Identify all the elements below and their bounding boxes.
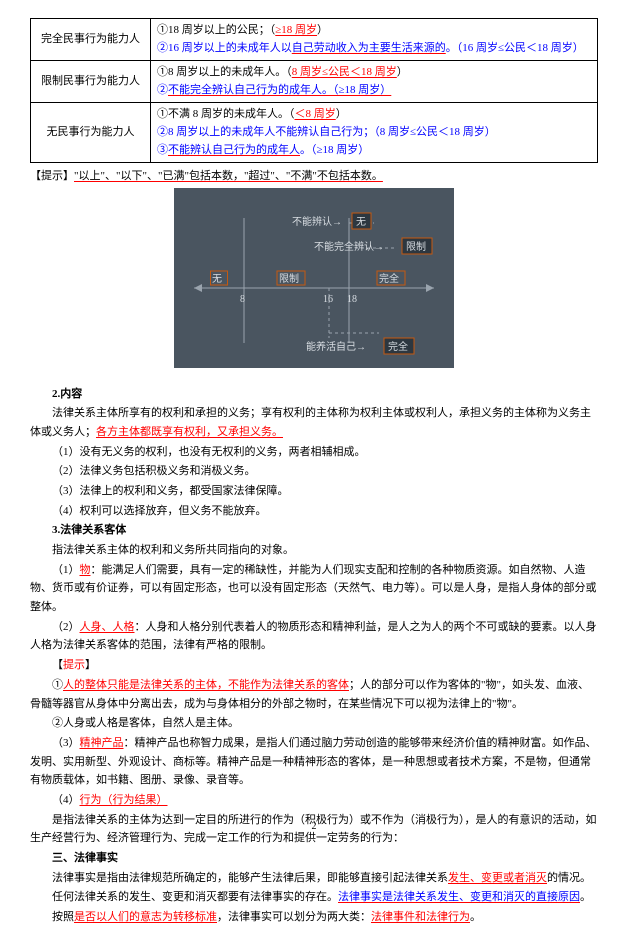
svg-text:16: 16 (323, 294, 333, 305)
sec4-p3: 按照是否以人们的意志为转移标准，法律事实可以划分为两大类：法律事件和法律行为。 (30, 908, 598, 927)
table-row-label: 限制民事行为能力人 (31, 61, 151, 103)
sec3-li1: （1）物：能满足人们需要，具有一定的稀缺性，并能为人们现实支配和控制的各种物质资… (30, 561, 598, 617)
sec3-p1: 指法律关系主体的权利和义务所共同指向的对象。 (30, 541, 598, 560)
diagram-container: 81618无限制完全不能辨认→无不能完全辨认→限制能养活自己→完全 (30, 188, 598, 375)
page-number: 2 (0, 818, 628, 835)
sec4-p2-c: 。 (580, 891, 591, 903)
tip2-li1: ①人的整体只能是法律关系的主体，不能作为法律关系的客体；人的部分可以作为客体的"… (30, 676, 598, 713)
svg-text:不能完全辨认→: 不能完全辨认→ (314, 240, 384, 253)
svg-text:能养活自己→: 能养活自己→ (306, 340, 366, 353)
table-row-content: ①18 周岁以上的公民；（≥18 周岁）②16 周岁以上的未成年人以自己劳动收入… (151, 19, 598, 61)
table-row-content: ①8 周岁以上的未成年人。（8 周岁≤公民＜18 周岁）②不能完全辨认自己行为的… (151, 61, 598, 103)
sec3-li1-c: ：能满足人们需要，具有一定的稀缺性，并能为人们现实支配和控制的各种物质资源。如自… (30, 564, 597, 613)
section-2-p1: 法律关系主体所享有的权利和承担的义务；享有权利的主体称为权利主体或权利人，承担义… (30, 404, 598, 441)
svg-text:完全: 完全 (388, 340, 408, 353)
tip-1-body: "以上"、"以下"、"已满"包括本数，"超过"、"不满"不包括本数。 (74, 170, 383, 182)
sec2-li2: （2）法律义务包括积极义务和消极义务。 (30, 462, 598, 481)
svg-text:限制: 限制 (279, 272, 299, 285)
table-row-content: ①不满 8 周岁的未成年人。（＜8 周岁）②8 周岁以上的未成年人不能辨认自己行… (151, 103, 598, 163)
svg-text:8: 8 (240, 294, 245, 305)
sec3-li4-b: 行为（行为结果） (80, 794, 168, 806)
tip2-suf: 】 (85, 659, 96, 671)
tip2-li1-a: ① (52, 679, 63, 691)
tip2-li1-b: 人的整体只能是法律关系的主体，不能作为法律关系的客体 (63, 679, 349, 691)
sec4-p1-b: 发生、变更或者消灭 (448, 872, 547, 884)
tip2-li2: ②人身或人格是客体，自然人是主体。 (30, 714, 598, 733)
sec4-p1: 法律事实是指由法律规范所确定的，能够产生法律后果，即能够直接引起法律关系发生、变… (30, 869, 598, 888)
sec4-p2-b: 法律事实是法律关系发生、变更和消灭的直接原因 (338, 891, 580, 903)
sec4-p2: 任何法律关系的发生、变更和消灭都要有法律事实的存在。法律事实是法律关系发生、变更… (30, 888, 598, 907)
capacity-table: 完全民事行为能力人①18 周岁以上的公民；（≥18 周岁）②16 周岁以上的未成… (30, 18, 598, 163)
sec3-li4: （4）行为（行为结果） (30, 791, 598, 810)
sec2-li3: （3）法律上的权利和义务，都受国家法律保障。 (30, 482, 598, 501)
tip-1: 【提示】"以上"、"以下"、"已满"包括本数，"超过"、"不满"不包括本数。 (30, 167, 598, 186)
sec4-p3-b: 是否以人们的意志为转移标准 (74, 911, 217, 923)
table-row-label: 无民事行为能力人 (31, 103, 151, 163)
tip-2: 【提示】 (30, 656, 598, 675)
tip2-pre: 【 (52, 659, 63, 671)
table-row-label: 完全民事行为能力人 (31, 19, 151, 61)
sec2-li1: （1）没有无义务的权利，也没有无权利的义务，两者相辅相成。 (30, 443, 598, 462)
svg-text:无: 无 (356, 217, 366, 228)
tip2-mid: 提示 (63, 659, 85, 671)
sec4-p3-d: 法律事件和法律行为 (371, 911, 470, 923)
svg-text:不能辨认→: 不能辨认→ (292, 215, 342, 228)
section-4-title: 三、法律事实 (30, 849, 598, 868)
svg-text:完全: 完全 (379, 272, 399, 285)
svg-text:限制: 限制 (406, 240, 426, 253)
section-2-title: 2.内容 (30, 385, 598, 404)
sec2-p1-b: 各方主体都既享有权利，又承担义务。 (96, 426, 283, 438)
sec2-li4: （4）权利可以选择放弃，但义务不能放弃。 (30, 502, 598, 521)
sec4-p3-e: 。 (470, 911, 481, 923)
section-3-title: 3.法律关系客体 (30, 521, 598, 540)
sec3-li2-a: （2） (52, 621, 80, 633)
sec4-p3-c: ，法律事实可以划分为两大类： (217, 911, 371, 923)
sec4-p3-a: 按照 (52, 911, 74, 923)
sec3-li2: （2）人身、人格：人身和人格分别代表着人的物质形态和精神利益，是人之为人的两个不… (30, 618, 598, 655)
svg-text:无: 无 (212, 274, 222, 285)
sec3-li4-a: （4） (52, 794, 80, 806)
tip-1-label: 【提示】 (30, 170, 74, 182)
capacity-diagram: 81618无限制完全不能辨认→无不能完全辨认→限制能养活自己→完全 (174, 188, 454, 368)
sec3-li3-b: 精神产品 (80, 737, 124, 749)
sec4-p2-a: 任何法律关系的发生、变更和消灭都要有法律事实的存在。 (52, 891, 338, 903)
sec3-li3: （3）精神产品：精神产品也称智力成果，是指人们通过脑力劳动创造的能够带来经济价值… (30, 734, 598, 790)
sec3-li1-a: （1） (52, 564, 80, 576)
sec3-li2-b: 人身、人格 (80, 621, 135, 633)
sec4-p1-a: 法律事实是指由法律规范所确定的，能够产生法律后果，即能够直接引起法律关系 (52, 872, 448, 884)
svg-text:18: 18 (347, 294, 357, 305)
sec3-li1-b: 物 (80, 564, 91, 576)
sec4-p1-c: 的情况。 (547, 872, 591, 884)
sec3-li3-a: （3） (52, 737, 80, 749)
